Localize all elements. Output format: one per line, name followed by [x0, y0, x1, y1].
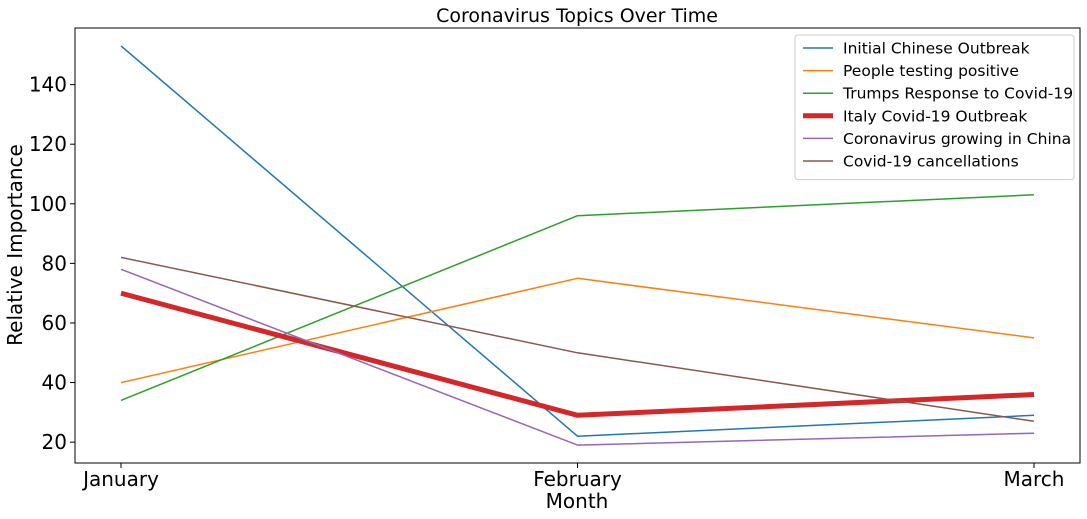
series-line: [120, 194, 1035, 402]
chart-title: Coronavirus Topics Over Time: [436, 5, 718, 27]
legend-frame: [794, 34, 1075, 181]
x-axis-label: Month: [546, 489, 609, 513]
y-axis-label: Relative Importance: [3, 144, 27, 346]
legend-label: Trumps Response to Covid-19: [842, 85, 1073, 103]
y-axis: 20 40 60 80 100 120 140: [29, 73, 75, 454]
y-tick-label: 20: [42, 430, 67, 454]
legend-label: People testing positive: [843, 62, 1019, 80]
x-axis: January February March: [81, 463, 1064, 491]
y-tick-label: 100: [29, 192, 67, 216]
series-lines: [120, 45, 1035, 446]
legend-label: Italy Covid-19 Outbreak: [843, 107, 1027, 125]
series-line: [120, 277, 1035, 384]
y-tick-label: 40: [42, 371, 67, 395]
legend: Initial Chinese Outbreak People testing p…: [794, 34, 1075, 181]
y-tick-label: 120: [29, 132, 67, 156]
legend-label: Initial Chinese Outbreak: [843, 40, 1030, 58]
legend-label: Coronavirus growing in China: [843, 130, 1071, 148]
x-tick-label: March: [1004, 467, 1065, 491]
x-tick-label: January: [81, 467, 159, 491]
x-tick-label: February: [533, 467, 622, 491]
series-line: [120, 290, 1035, 418]
y-tick-label: 140: [29, 73, 67, 97]
legend-label: Covid-19 cancellations: [843, 153, 1019, 171]
y-tick-label: 60: [42, 311, 67, 335]
series-line: [120, 256, 1035, 423]
series-line: [120, 268, 1035, 446]
series-line: [120, 45, 1035, 437]
y-tick-label: 80: [42, 251, 67, 275]
